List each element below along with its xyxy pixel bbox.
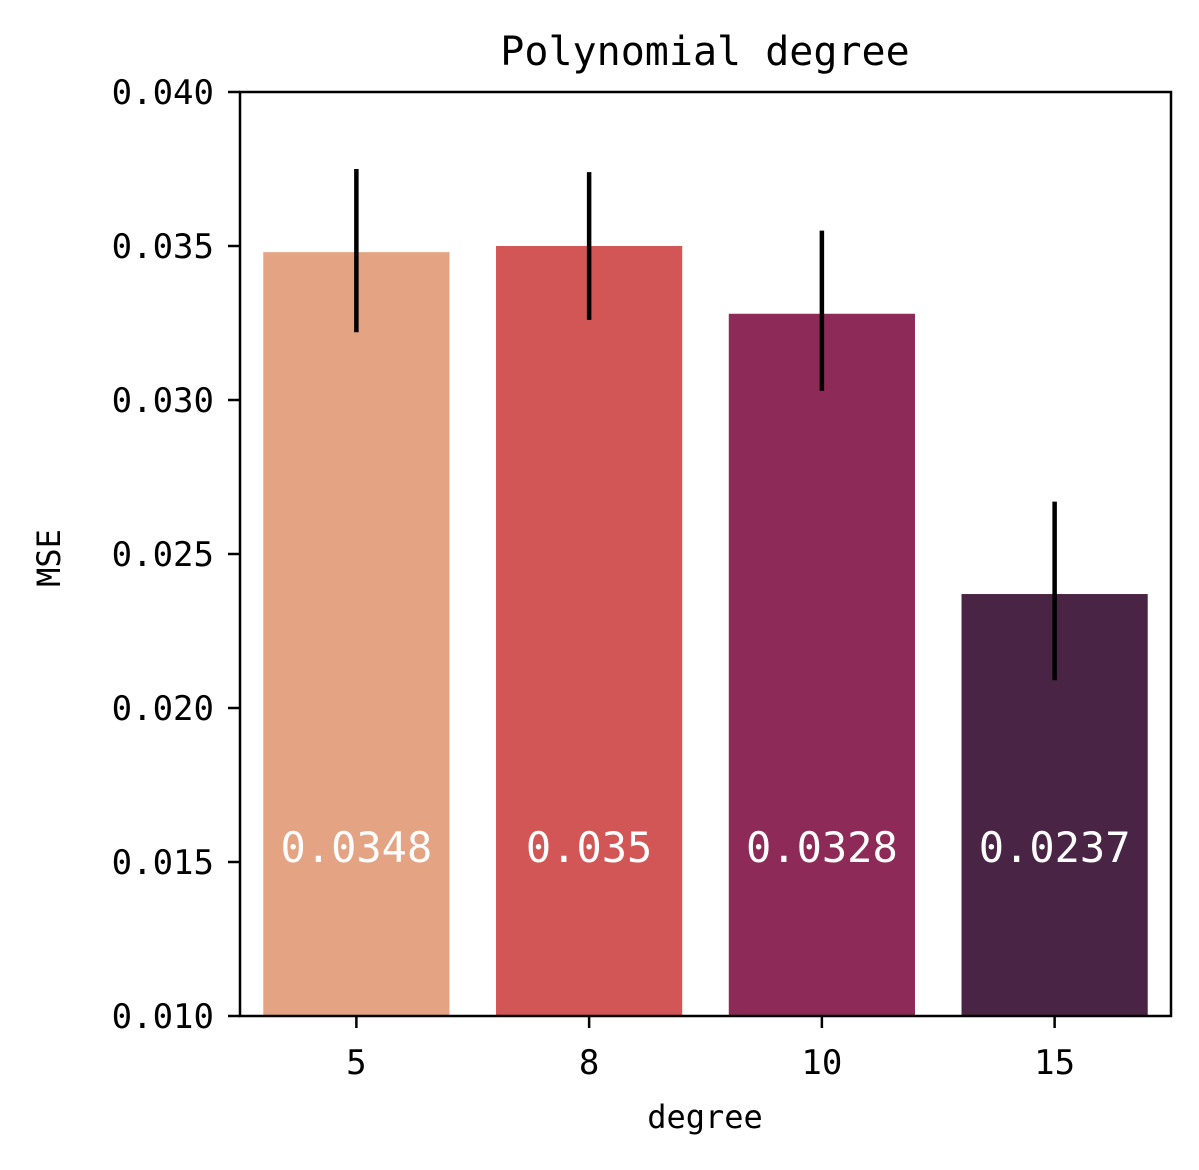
y-tick-label-0.040: 0.040: [112, 73, 214, 113]
bar-labels-group: 0.0348 0.035 0.0328 0.0237: [281, 823, 1131, 872]
chart-title: Polynomial degree: [500, 29, 909, 75]
bar-value-label-8: 0.035: [526, 823, 652, 872]
y-tick-label-0.015: 0.015: [112, 843, 214, 883]
y-tick-label-0.020: 0.020: [112, 689, 214, 729]
bar-value-label-5: 0.0348: [281, 823, 433, 872]
x-tick-label-8: 8: [579, 1043, 599, 1083]
error-bars-group: [354, 169, 1057, 681]
x-axis-label: degree: [647, 1098, 763, 1136]
y-tick-label-0.035: 0.035: [112, 227, 214, 267]
y-axis: 0.010 0.015 0.020 0.025 0.030 0.035 0.040: [112, 73, 240, 1037]
x-tick-label-15: 15: [1034, 1043, 1075, 1083]
bars-group: [263, 246, 1148, 1016]
bar-10: [728, 313, 915, 1016]
y-tick-label-0.030: 0.030: [112, 381, 214, 421]
plot-frame: [238, 90, 1173, 1018]
bar-value-label-10: 0.0328: [746, 823, 898, 872]
bar-8: [496, 246, 683, 1016]
y-tick-label-0.025: 0.025: [112, 535, 214, 575]
bar-5: [263, 252, 450, 1016]
bar-value-label-15: 0.0237: [979, 823, 1131, 872]
y-tick-label-0.010: 0.010: [112, 997, 214, 1037]
x-axis: 5 8 10 15: [346, 1016, 1075, 1083]
x-tick-label-10: 10: [801, 1043, 842, 1083]
x-tick-label-5: 5: [346, 1043, 366, 1083]
y-axis-label: MSE: [30, 529, 68, 587]
